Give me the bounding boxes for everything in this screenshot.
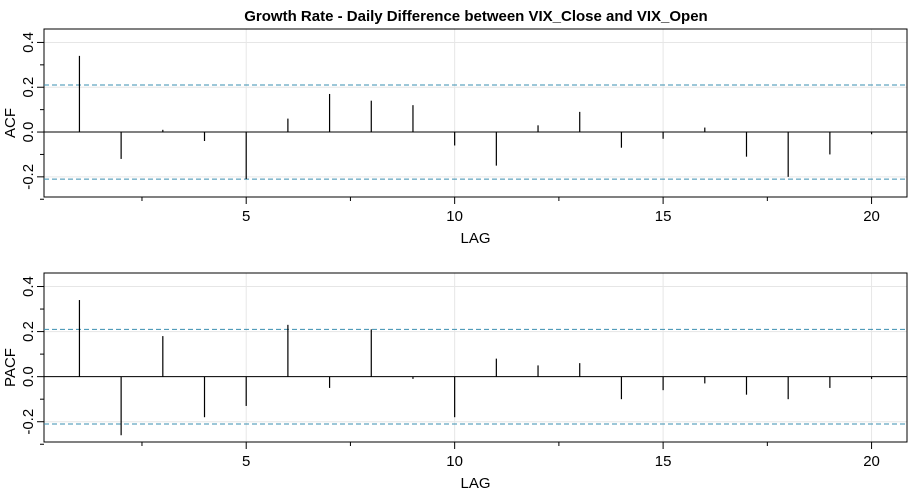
acf-x-tick-label: 15 [655,208,672,225]
pacf-plot-frame [43,272,908,443]
acf-y-axis-label: ACF [2,108,19,138]
pacf-y-axis-label: PACF [2,348,19,387]
pacf-x-tick-label: 20 [863,453,880,470]
pacf-x-tick-label: 15 [655,453,672,470]
acf-plot-frame [43,28,908,198]
acf-x-tick-label: 5 [242,208,250,225]
acf-y-tick-label: 0.0 [20,122,37,143]
pacf-y-tick-label: 0.2 [20,321,37,342]
chart-title: Growth Rate - Daily Difference between V… [244,8,707,25]
acf-y-tick-label: -0.2 [20,164,37,190]
pacf-y-tick-label: 0.4 [20,276,37,297]
acf-x-tick-label: 10 [446,208,463,225]
pacf-y-tick-label: 0.0 [20,366,37,387]
pacf-x-tick-label: 10 [446,453,463,470]
pacf-x-tick-label: 5 [242,453,250,470]
pacf-x-axis-label: LAG [460,475,490,491]
pacf-y-tick-label: -0.2 [20,409,37,435]
acf-x-tick-label: 20 [863,208,880,225]
acf-y-tick-label: 0.2 [20,77,37,98]
acf-x-axis-label: LAG [460,230,490,247]
acf-y-tick-label: 0.4 [20,32,37,53]
